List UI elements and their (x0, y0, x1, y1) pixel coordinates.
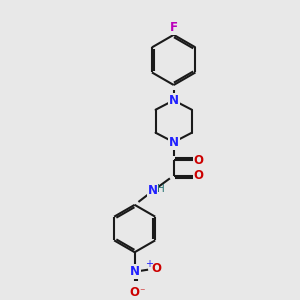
Text: O: O (194, 154, 204, 167)
Text: N: N (169, 94, 179, 107)
Text: N: N (148, 184, 158, 197)
Text: O: O (151, 262, 161, 275)
Text: ⁻: ⁻ (139, 287, 144, 297)
Text: N: N (169, 136, 179, 148)
Text: N: N (169, 94, 179, 107)
Text: N: N (130, 265, 140, 278)
Text: O: O (194, 169, 204, 182)
Text: +: + (146, 259, 153, 269)
Text: H: H (157, 184, 165, 194)
Text: O: O (130, 286, 140, 299)
Text: F: F (170, 20, 178, 34)
